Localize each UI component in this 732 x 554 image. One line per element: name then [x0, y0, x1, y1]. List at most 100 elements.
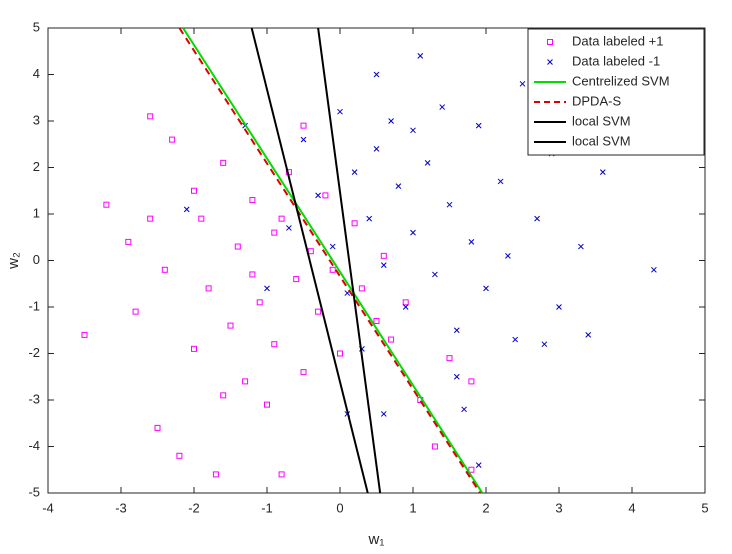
point — [278, 471, 285, 478]
point — [176, 452, 183, 459]
point — [191, 345, 197, 352]
y-tick-label: -2 — [28, 345, 40, 360]
point — [358, 285, 365, 292]
y-axis-label: w₂ — [5, 252, 22, 270]
point — [468, 466, 475, 473]
point — [417, 53, 424, 59]
legend-box — [527, 28, 705, 156]
line — [250, 28, 369, 493]
point — [183, 206, 190, 213]
point — [249, 271, 256, 278]
legend-label: local SVM — [572, 113, 631, 128]
point — [271, 229, 278, 236]
legend-marker — [547, 59, 553, 65]
point — [468, 239, 475, 245]
x-tick-label: -4 — [42, 500, 54, 515]
point — [439, 104, 446, 110]
y-tick-label: -3 — [28, 391, 40, 406]
point — [264, 401, 270, 408]
y-tick-label: 4 — [33, 66, 40, 81]
point — [293, 276, 300, 283]
point — [534, 215, 540, 222]
point — [205, 285, 212, 292]
point — [234, 243, 241, 250]
point — [585, 332, 592, 338]
point — [220, 392, 227, 399]
point — [380, 252, 387, 259]
point — [431, 443, 438, 450]
point — [132, 308, 139, 315]
x-tick-label: -1 — [261, 500, 273, 515]
point — [125, 238, 132, 245]
point — [351, 220, 358, 227]
point — [453, 327, 460, 334]
point — [519, 80, 526, 87]
x-tick-label: -3 — [115, 500, 127, 515]
x-axis-label: w₁ — [368, 531, 385, 548]
x-tick-label: 4 — [628, 500, 635, 515]
y-tick-label: 2 — [33, 159, 40, 174]
line — [178, 28, 481, 493]
y-tick-label: -4 — [28, 438, 40, 453]
point — [556, 304, 562, 310]
point — [212, 471, 219, 478]
point — [154, 424, 161, 431]
legend-marker — [547, 39, 553, 45]
point — [220, 159, 227, 166]
line — [182, 28, 484, 493]
x-tick-label: 1 — [409, 500, 416, 515]
point — [242, 378, 249, 385]
y-tick-label: 0 — [33, 252, 40, 267]
point — [300, 136, 307, 143]
point — [81, 331, 88, 338]
point — [191, 187, 197, 194]
legend-label: DPDA-S — [572, 93, 621, 108]
point — [373, 317, 380, 324]
point — [322, 192, 329, 199]
y-tick-label: 3 — [33, 112, 40, 127]
point — [329, 266, 336, 273]
x-tick-label: 0 — [336, 500, 343, 515]
point — [315, 308, 322, 315]
point — [147, 113, 154, 120]
point — [337, 350, 343, 357]
point — [402, 304, 409, 310]
point — [366, 215, 373, 222]
legend-label: Data labeled +1 — [572, 33, 663, 48]
point — [475, 122, 482, 129]
point — [446, 355, 453, 362]
point — [256, 299, 263, 306]
point — [380, 411, 387, 417]
point — [461, 406, 467, 413]
legend-label: Data labeled -1 — [572, 53, 660, 68]
point — [380, 262, 387, 269]
point — [198, 215, 205, 222]
point — [599, 169, 606, 176]
point — [337, 108, 343, 115]
point — [512, 336, 519, 343]
point — [388, 336, 395, 343]
x-tick-label: -2 — [188, 500, 200, 515]
line — [317, 28, 382, 493]
point — [424, 159, 431, 166]
point — [169, 136, 176, 143]
point — [329, 243, 336, 250]
x-tick-label: 2 — [482, 500, 489, 515]
y-tick-label: -5 — [28, 484, 40, 499]
x-tick-label: 3 — [555, 500, 562, 515]
point — [402, 299, 409, 306]
point — [541, 341, 548, 348]
point — [300, 122, 307, 129]
point — [483, 285, 489, 292]
point — [432, 271, 438, 278]
point — [315, 192, 321, 199]
y-tick-label: 5 — [33, 19, 40, 34]
x-tick-label: 5 — [701, 500, 708, 515]
point — [395, 183, 402, 189]
point — [410, 229, 416, 236]
point — [227, 322, 234, 329]
point — [103, 201, 110, 208]
point — [373, 71, 380, 78]
point — [446, 201, 453, 208]
